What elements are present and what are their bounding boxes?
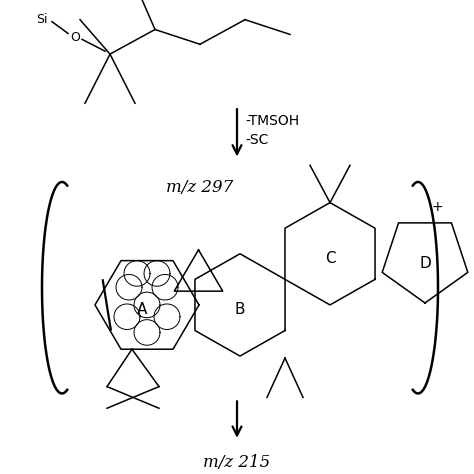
- Text: -TMSOH
-SC: -TMSOH -SC: [245, 114, 299, 146]
- Text: B: B: [235, 302, 245, 318]
- Text: C: C: [325, 251, 335, 266]
- Text: D: D: [419, 256, 431, 271]
- Text: +: +: [432, 200, 444, 214]
- Text: A: A: [137, 302, 147, 318]
- Text: O: O: [70, 31, 80, 44]
- Text: m/z 215: m/z 215: [203, 455, 271, 472]
- Text: m/z 297: m/z 297: [166, 179, 234, 196]
- Text: Si: Si: [36, 13, 48, 26]
